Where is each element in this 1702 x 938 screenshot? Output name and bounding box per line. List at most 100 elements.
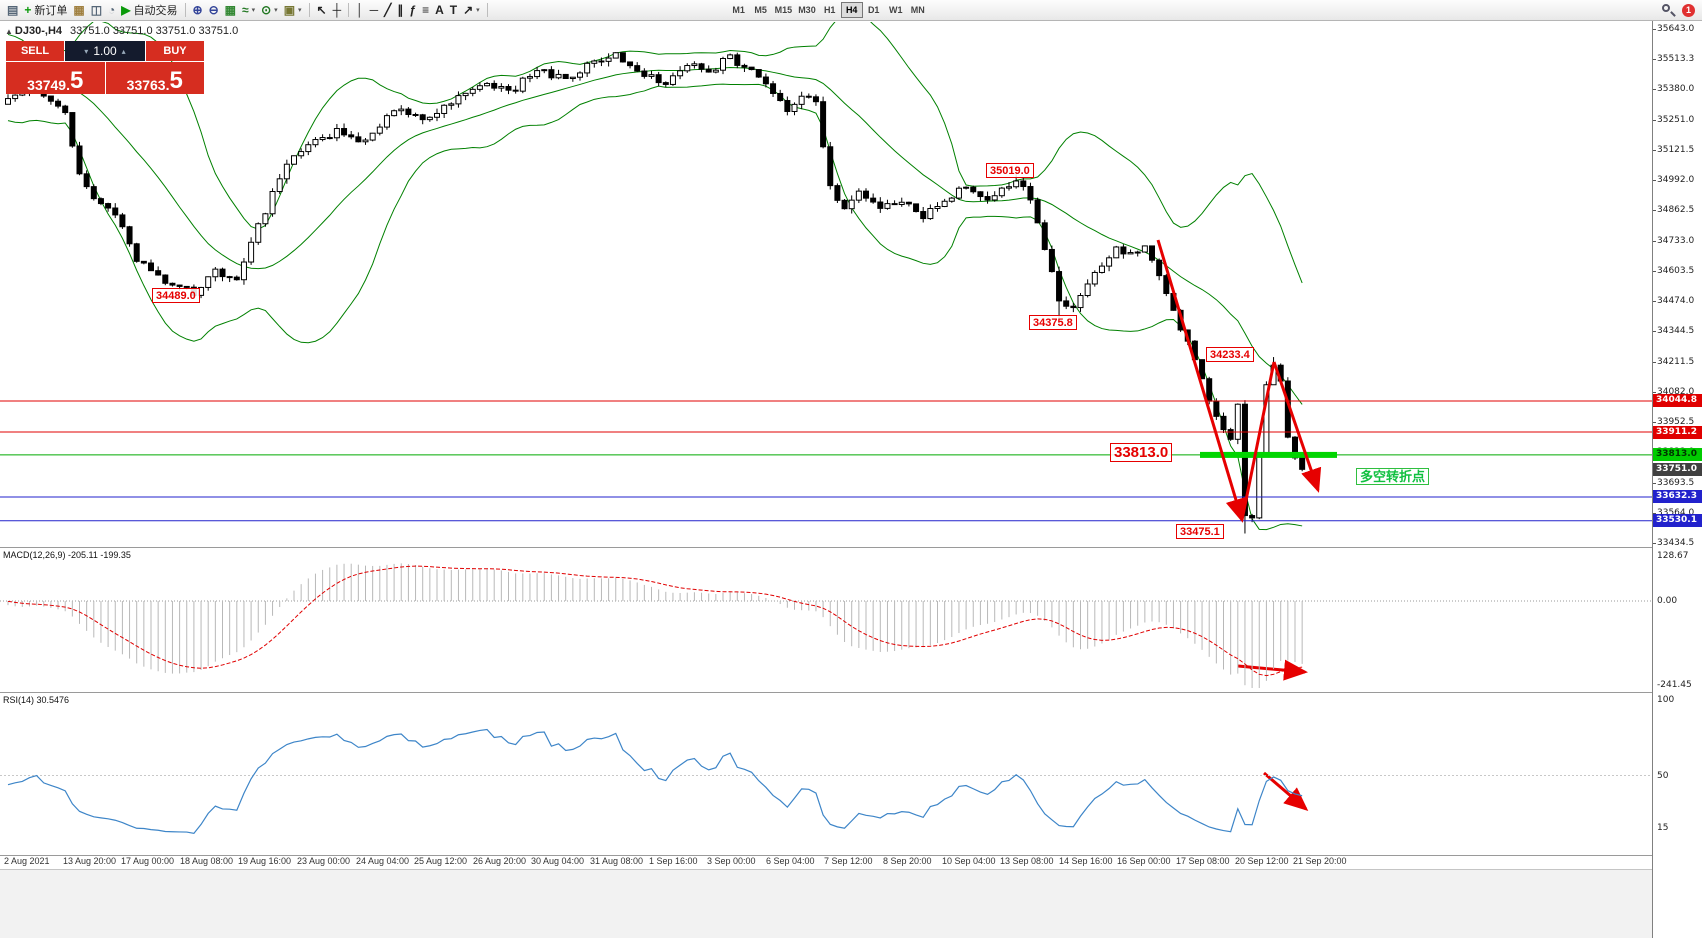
price-axis[interactable]: 35643.0 35513.3 35380.0 35251.0 35121.5 34992… — [1652, 21, 1702, 938]
lot-size-input[interactable]: ▾ 1.00 ▴ — [65, 41, 145, 61]
market-watch-icon: ◫ — [90, 2, 103, 17]
timeframe-m5[interactable]: M5 — [754, 5, 767, 15]
search-icon — [1670, 10, 1676, 17]
price-marker-34044.8: 34044.8 — [1653, 394, 1702, 407]
timeframe-w1[interactable]: W1 — [888, 5, 903, 15]
chart-title: ▲ DJ30-,H4 33751.0 33751.0 33751.0 33751.0 — [5, 25, 238, 37]
text-icon[interactable]: A — [432, 2, 447, 19]
zoom-out-icon[interactable]: ⊖ — [206, 2, 222, 19]
auto-trading-button[interactable]: ▶ 自动交易 — [118, 2, 180, 19]
trend-arrow[interactable] — [1156, 239, 1247, 523]
time-label: 16 Sep 00:00 — [1117, 856, 1171, 866]
fibonacci-icon: ƒ — [409, 2, 417, 17]
axis-tick-mark — [1653, 362, 1656, 363]
axis-tick-mark — [1653, 513, 1656, 514]
price-callout[interactable]: 34489.0 — [152, 288, 200, 303]
new-order-button-label: 新订单 — [34, 5, 68, 17]
data-window-icon[interactable]: ◔ — [105, 2, 118, 19]
sell-button[interactable]: SELL — [6, 41, 64, 61]
panel-separator[interactable] — [0, 855, 1702, 856]
price-tick-label: 34082.0 — [1657, 387, 1695, 397]
time-label: 2 Aug 2021 — [4, 856, 50, 866]
zoom-in-icon[interactable]: ⊕ — [190, 2, 206, 19]
timeframe-h4[interactable]: H4 — [840, 2, 863, 18]
price-callout[interactable]: 34233.4 — [1206, 347, 1254, 362]
horizontal-line-icon[interactable]: ─ — [367, 2, 382, 19]
time-label: 13 Sep 08:00 — [1000, 856, 1054, 866]
crosshair-icon[interactable]: ┼ — [330, 2, 345, 19]
dropdown-caret-icon[interactable]: ▾ — [298, 7, 302, 14]
bollinger-lower-band — [7, 83, 1303, 531]
axis-tick-mark — [1653, 271, 1656, 272]
time-label: 31 Aug 08:00 — [590, 856, 644, 866]
panel-separator[interactable] — [0, 692, 1702, 693]
buy-price[interactable]: 33763. 5 — [105, 62, 204, 94]
andrews-pitchfork-icon[interactable]: ≡ — [419, 2, 432, 19]
rsi-label: RSI(14) 30.5476 — [3, 695, 70, 705]
price-callout[interactable]: 35019.0 — [986, 163, 1034, 178]
toolbar: ▤ + 新订单 ▦ ◫ ◔ ▶ 自动交易 ⊕ ⊖ ▦ ≈ ▾ ⊙ ▾ ▣ ▾ ↖ ┼ │ ─ ╱ ∥ ƒ ≡ A T ↗ ▾ M1 M5 M1… — [0, 0, 1702, 21]
tile-windows-icon: ▦ — [224, 2, 236, 17]
lot-decrease-button[interactable]: ▾ — [84, 46, 89, 56]
main-chart-canvas[interactable] — [0, 22, 1652, 547]
cursor-icon[interactable]: ↖ — [314, 2, 330, 19]
dropdown-caret-icon[interactable]: ▾ — [251, 7, 256, 14]
trendline-icon[interactable]: ╱ — [381, 2, 394, 19]
timeframe-m30[interactable]: M30 — [798, 5, 816, 15]
axis-tick-mark — [1653, 241, 1656, 242]
vertical-line-icon[interactable]: │ — [353, 2, 367, 19]
time-axis[interactable]: 2 Aug 2021 13 Aug 20:00 17 Aug 00:00 18 Aug… — [0, 856, 1652, 869]
panel-separator[interactable] — [0, 547, 1702, 548]
indicators-icon[interactable]: ≈ ▾ — [239, 2, 258, 19]
rsi-scale-label: 50 — [1657, 771, 1669, 781]
timeframe-m15[interactable]: M15 — [774, 5, 793, 15]
dropdown-caret-icon[interactable]: ▾ — [476, 7, 480, 14]
macd-signal-line — [7, 565, 1303, 677]
macd-panel-canvas[interactable] — [0, 548, 1652, 692]
price-marker-33911.2: 33911.2 — [1653, 426, 1702, 439]
dropdown-caret-icon[interactable]: ▾ — [274, 7, 278, 14]
chart-profiles-icon: ▦ — [73, 2, 85, 17]
fibonacci-icon[interactable]: ƒ — [406, 2, 419, 19]
timeframe-mn[interactable]: MN — [910, 5, 925, 15]
search-icon — [1662, 3, 1670, 12]
support-zone-highlight[interactable] — [1200, 451, 1337, 458]
price-tick-label: 34733.0 — [1657, 236, 1695, 246]
templates-icon[interactable]: ▣ ▾ — [281, 2, 305, 19]
arrows-tool-icon[interactable]: ↗ ▾ — [460, 2, 483, 19]
price-callout[interactable]: 33475.1 — [1176, 524, 1224, 539]
new-order-button[interactable]: + 新订单 — [21, 2, 70, 19]
axis-tick-mark — [1653, 150, 1656, 151]
price-tick-label: 34211.5 — [1657, 357, 1695, 367]
timeframe-m1[interactable]: M1 — [732, 5, 745, 15]
turning-point-label[interactable]: 多空转折点 — [1356, 468, 1430, 485]
price-callout[interactable]: 33813.0 — [1110, 443, 1173, 462]
axis-tick-mark — [1653, 89, 1656, 90]
price-tick-label: 34344.5 — [1657, 326, 1695, 336]
time-label: 30 Aug 04:00 — [531, 856, 585, 866]
sell-price[interactable]: 33749. 5 — [6, 62, 105, 94]
trend-arrow[interactable] — [1237, 659, 1308, 681]
text-label-icon[interactable]: T — [447, 2, 460, 19]
lot-increase-button[interactable]: ▴ — [121, 46, 126, 56]
timeframe-d1[interactable]: D1 — [867, 5, 880, 15]
timeframe-h1[interactable]: H1 — [823, 5, 836, 15]
chart-profiles-icon[interactable]: ▦ — [70, 2, 87, 19]
price-tick-label: 35251.0 — [1657, 115, 1695, 125]
indicators-icon: ≈ — [242, 2, 249, 17]
search-icon[interactable] — [1661, 3, 1676, 18]
ohlc-values: 33751.0 33751.0 33751.0 33751.0 — [70, 25, 239, 37]
rsi-panel-canvas[interactable] — [0, 693, 1652, 855]
periods-icon[interactable]: ⊙ ▾ — [258, 2, 281, 19]
market-watch-icon[interactable]: ◫ — [88, 2, 105, 19]
notification-badge[interactable]: 1 — [1682, 3, 1695, 17]
channel-icon[interactable]: ∥ — [394, 2, 406, 19]
new-chart-icon[interactable]: ▤ — [4, 2, 21, 19]
trend-arrow[interactable] — [1240, 361, 1276, 521]
buy-button[interactable]: BUY — [146, 41, 204, 61]
tile-windows-icon[interactable]: ▦ — [222, 2, 239, 19]
trend-arrow[interactable] — [1272, 361, 1322, 493]
price-callout[interactable]: 34375.8 — [1029, 315, 1077, 330]
price-tick-label: 35121.5 — [1657, 145, 1695, 155]
channel-icon: ∥ — [397, 2, 404, 17]
